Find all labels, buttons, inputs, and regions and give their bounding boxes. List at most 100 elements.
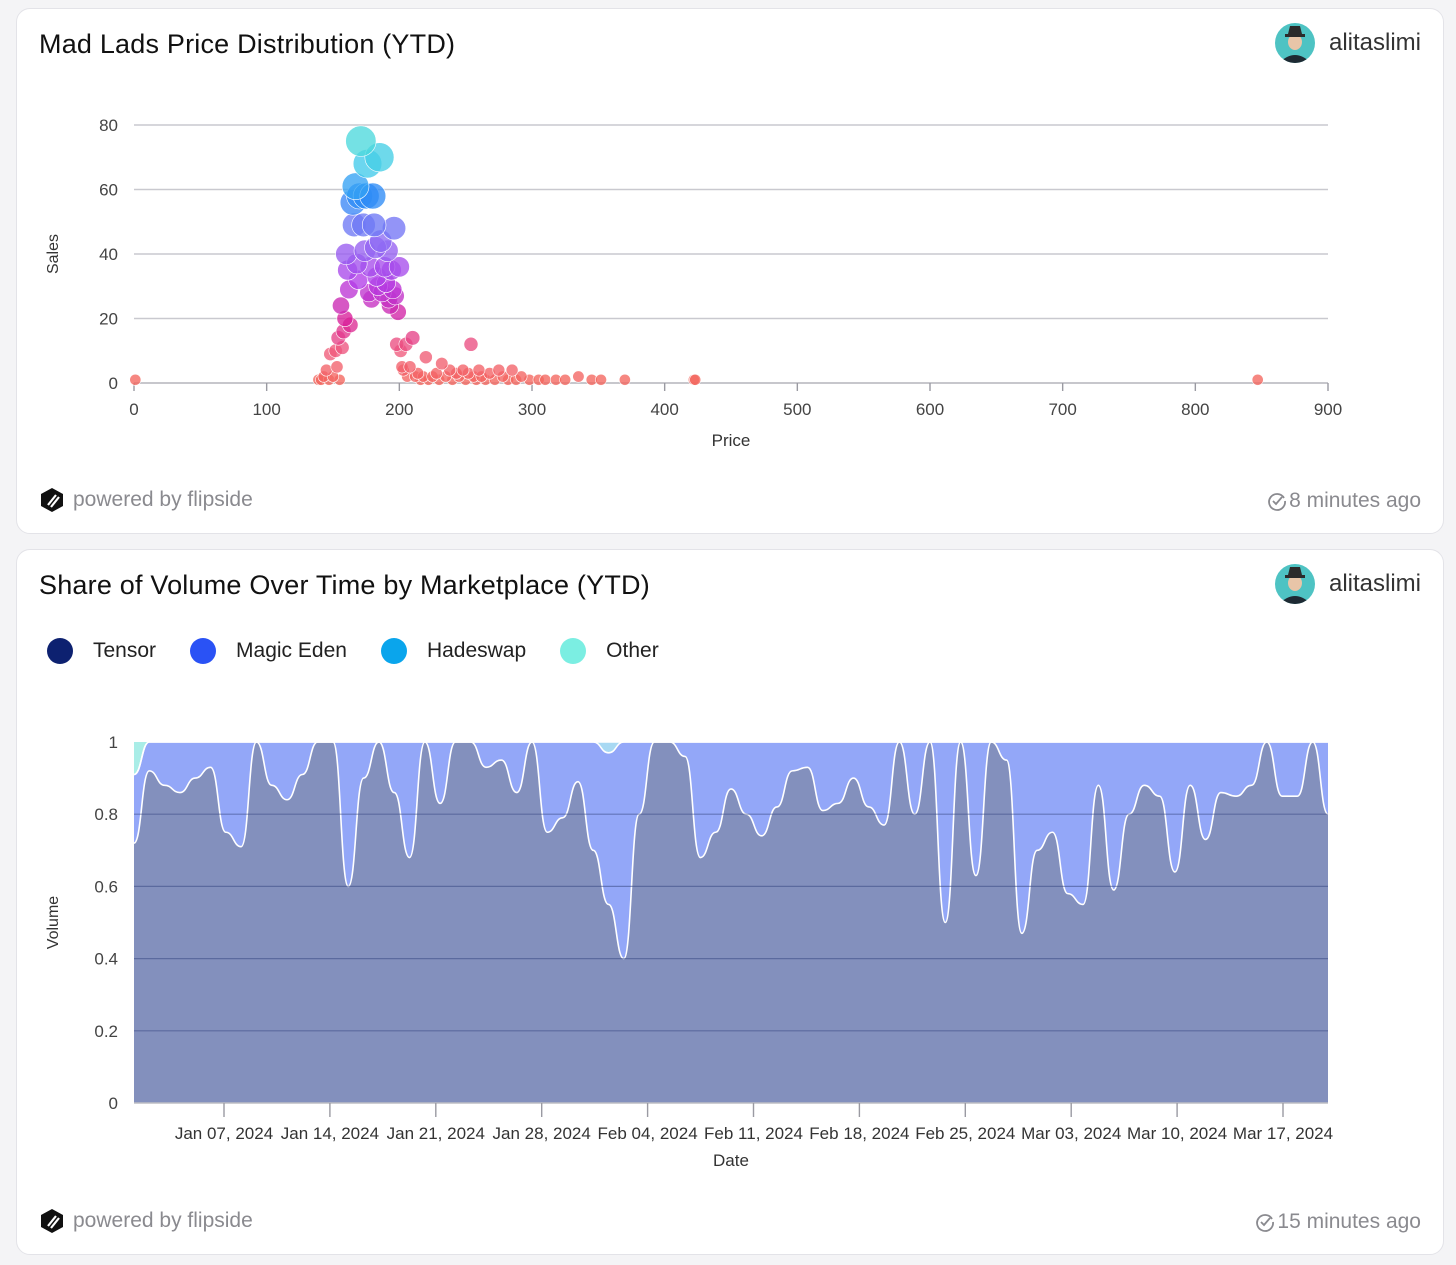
powered-by-text: powered by flipside (73, 488, 253, 511)
legend-label: Hadeswap (426, 639, 527, 662)
y-tick-label: 0.2 (94, 1022, 118, 1041)
legend-label: Magic Eden (236, 639, 347, 662)
author-name: alitaslimi (1328, 29, 1421, 56)
last-updated: 8 minutes ago (1267, 489, 1421, 513)
x-tick-label: 100 (252, 400, 280, 419)
powered-by-link[interactable]: powered by flipside (39, 1208, 253, 1234)
x-tick-label: Feb 18, 2024 (809, 1124, 909, 1143)
x-tick-label: Mar 17, 2024 (1233, 1124, 1333, 1143)
x-tick-label: 700 (1048, 400, 1076, 419)
x-tick-label: 300 (518, 400, 546, 419)
scatter-point (403, 360, 417, 374)
scatter-point (539, 373, 552, 386)
flipside-logo-icon (41, 488, 63, 512)
legend-item-hadeswap[interactable]: Hadeswap (380, 638, 527, 664)
scatter-point (332, 296, 350, 315)
y-tick-label: 0 (109, 374, 118, 393)
author-name: alitaslimi (1328, 570, 1421, 597)
price-distribution-card: Mad Lads Price Distribution (YTD) alitas… (16, 8, 1444, 534)
x-tick-label: 500 (783, 400, 811, 419)
scatter-point (129, 373, 142, 386)
y-tick-label: 0.6 (94, 877, 118, 896)
scatter-point (404, 330, 421, 346)
x-axis-title: Date (713, 1151, 749, 1170)
x-tick-label: Jan 07, 2024 (175, 1124, 273, 1143)
flipside-logo-icon (41, 1209, 63, 1233)
legend-item-other[interactable]: Other (560, 638, 659, 664)
x-axis-title: Price (712, 431, 751, 450)
legend-label: Other (606, 639, 659, 662)
refresh-check-icon (1256, 1214, 1275, 1232)
x-tick-label: Jan 28, 2024 (493, 1124, 591, 1143)
scatter-point (572, 370, 585, 383)
x-tick-label: Mar 10, 2024 (1127, 1124, 1227, 1143)
powered-by-text: powered by flipside (73, 1209, 253, 1232)
y-tick-label: 40 (99, 245, 118, 264)
x-tick-label: Feb 04, 2024 (597, 1124, 697, 1143)
scatter-point (492, 363, 506, 377)
scatter-point (435, 357, 449, 371)
x-tick-label: Feb 11, 2024 (704, 1124, 803, 1143)
scatter-point (515, 370, 528, 383)
legend-swatch (560, 638, 587, 664)
scatter-point (320, 363, 333, 377)
area-chart: 0 0.2 0.4 0.6 0.8 1 Jan 07, 2024 Jan 14, 2024 Ja… (45, 733, 1333, 1170)
scatter-point (456, 363, 470, 377)
card-title: Mad Lads Price Distribution (YTD) (39, 29, 456, 59)
scatter-point (595, 373, 607, 386)
scatter-point (345, 125, 377, 157)
x-tick-label: 400 (650, 400, 678, 419)
legend-item-magic-eden[interactable]: Magic Eden (190, 638, 347, 664)
powered-by-link[interactable]: powered by flipside (39, 487, 253, 513)
area-magic-eden (134, 742, 1328, 959)
x-tick-label: Feb 25, 2024 (915, 1124, 1015, 1143)
legend-swatch (380, 638, 407, 664)
x-tick-label: Jan 14, 2024 (281, 1124, 379, 1143)
scatter-point (1251, 373, 1264, 386)
x-tick-label: Jan 21, 2024 (387, 1124, 485, 1143)
scatter-point (330, 360, 344, 374)
y-tick-label: 0.4 (94, 950, 118, 969)
series-boundary-line (133, 741, 1328, 776)
y-tick-label: 1 (109, 733, 118, 752)
y-tick-label: 60 (99, 181, 118, 200)
avatar-icon (1274, 564, 1315, 604)
scatter-point (505, 363, 519, 377)
chart-legend: Tensor Magic Eden Hadeswap Other (47, 638, 693, 664)
y-axis-title: Volume (45, 896, 62, 949)
y-tick-label: 0 (109, 1094, 118, 1113)
legend-label: Tensor (93, 639, 157, 662)
x-tick-label: Mar 03, 2024 (1021, 1124, 1121, 1143)
y-tick-label: 0.8 (94, 805, 118, 824)
updated-text: 8 minutes ago (1289, 489, 1421, 512)
x-tick-label: 0 (129, 400, 138, 419)
legend-item-tensor[interactable]: Tensor (47, 638, 156, 664)
scatter-point (361, 212, 387, 238)
volume-share-card: Share of Volume Over Time by Marketplace… (16, 549, 1444, 1255)
area-tensor (134, 742, 1328, 1103)
series-boundary-line (133, 741, 1329, 960)
scatter-point (689, 373, 702, 386)
updated-text: 15 minutes ago (1277, 1210, 1421, 1233)
y-axis-title: Sales (45, 234, 62, 274)
scatter-point (618, 373, 631, 386)
legend-swatch (47, 638, 73, 664)
x-tick-label: 200 (385, 400, 413, 419)
refresh-check-icon (1268, 493, 1286, 511)
author-link[interactable]: alitaslimi (1274, 564, 1421, 604)
legend-swatch (190, 638, 217, 664)
avatar-icon (1274, 23, 1315, 63)
last-updated: 15 minutes ago (1255, 1210, 1421, 1234)
x-tick-label: 800 (1181, 400, 1209, 419)
scatter-point (341, 172, 370, 201)
x-tick-label: 900 (1314, 400, 1342, 419)
card-title: Share of Volume Over Time by Marketplace… (39, 570, 650, 600)
y-tick-label: 80 (99, 116, 118, 135)
x-tick-label: 600 (916, 400, 944, 419)
author-link[interactable]: alitaslimi (1274, 23, 1421, 63)
scatter-point (419, 350, 433, 365)
scatter-point (559, 373, 572, 386)
scatter-point (463, 336, 479, 352)
scatter-point (388, 256, 410, 278)
